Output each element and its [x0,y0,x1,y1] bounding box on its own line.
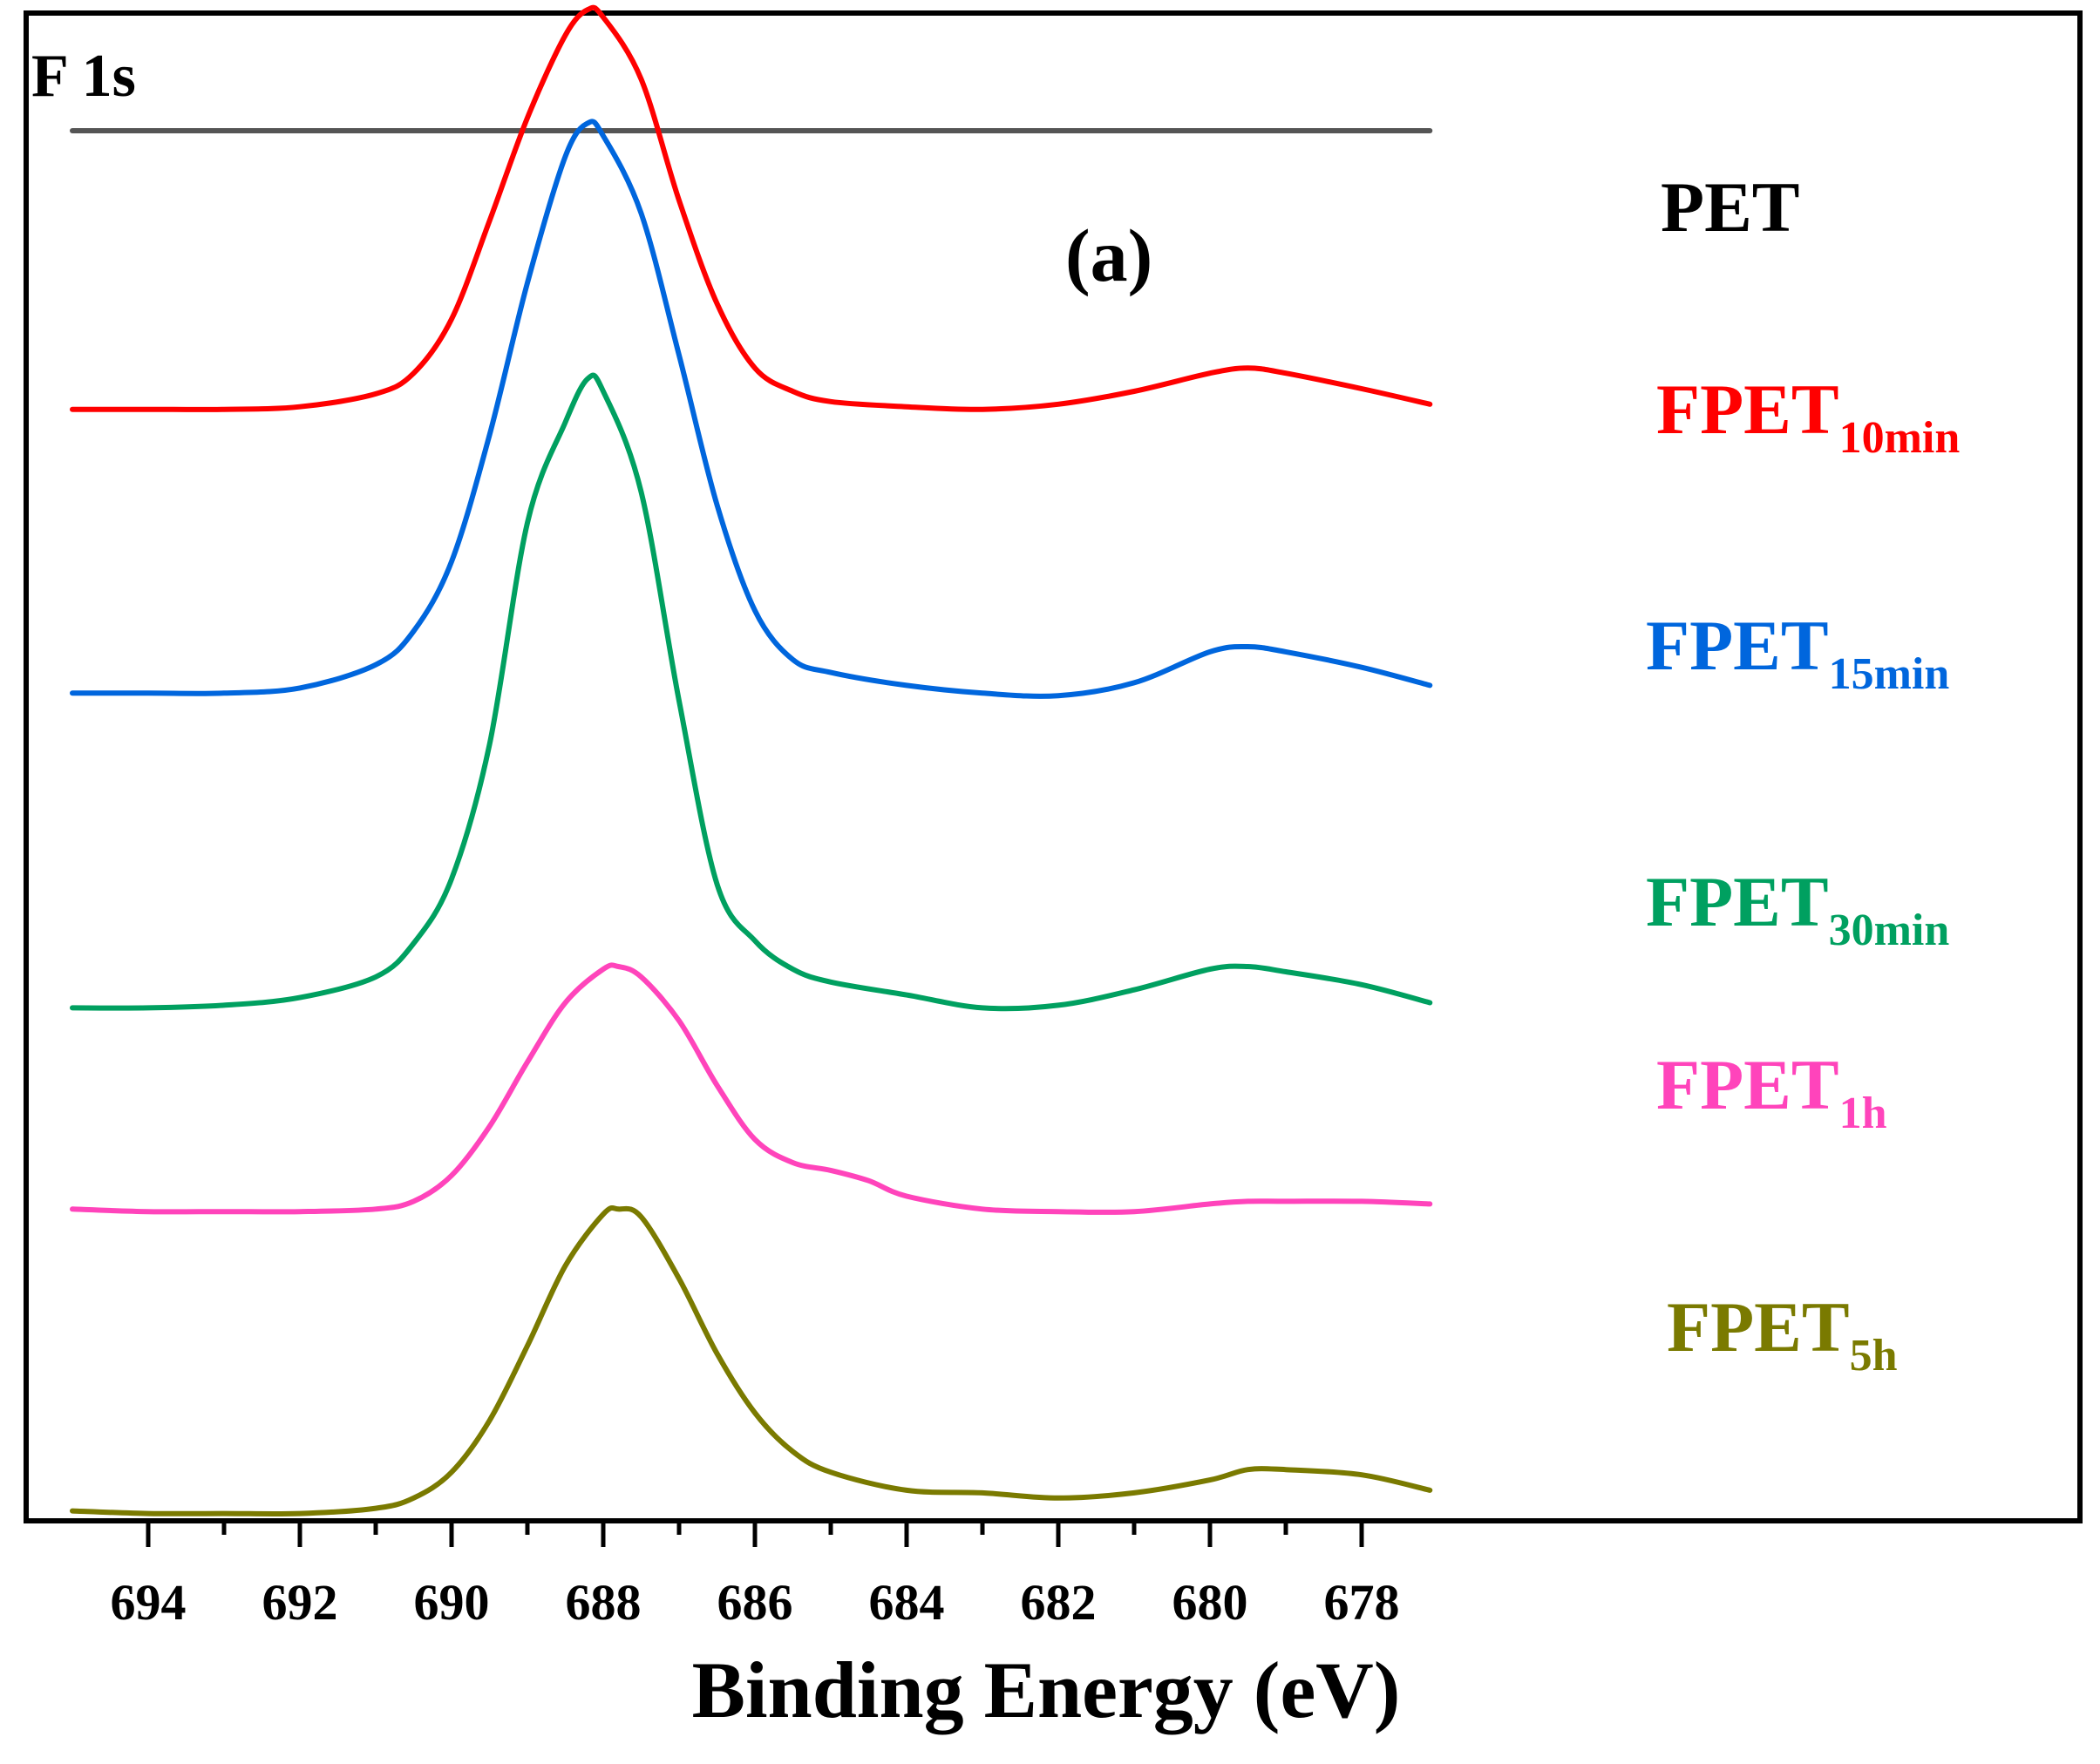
series-label-main: FPET [1656,1045,1839,1124]
x-tick-label: 680 [1172,1574,1248,1631]
series-label-sub: 1h [1839,1089,1887,1138]
series-label-sub: 10min [1839,413,1961,463]
series-line-fpet5h [70,1204,1433,1516]
series-line-fpet10min [70,4,1433,412]
series-label-main: FPET [1646,862,1829,941]
plot-frame [24,10,2083,1523]
series-line-fpet30min [70,372,1433,1012]
x-tick-label: 688 [566,1574,642,1631]
x-tick-label: 694 [111,1574,187,1631]
x-minor-ticks [221,1521,1288,1535]
series-label-sub: 30min [1829,906,1950,955]
x-tick-label: 682 [1021,1574,1097,1631]
x-tick-label: 684 [869,1574,945,1631]
series-line-fpet15min [70,119,1433,699]
x-tick-label: 686 [717,1574,793,1631]
x-tick-labels: 694 692 690 688 686 684 682 680 678 [111,1574,1400,1631]
series-label-fpet30min: FPET30min [1646,862,1949,955]
series-label-sub: 15min [1829,649,1950,699]
series-label-fpet15min: FPET15min [1646,606,1949,699]
series-label-fpet5h: FPET5h [1667,1287,1898,1381]
x-tick-label: 692 [262,1574,338,1631]
series-line-fpet1h [70,962,1433,1215]
x-tick-label: 690 [414,1574,490,1631]
series-label-sub: 5h [1850,1331,1898,1381]
series-label-main: FPET [1656,370,1839,449]
series-labels: PETFPET10minFPET15minFPET30minFPET1hFPET… [1646,167,1960,1381]
series-label-main: FPET [1646,606,1829,685]
corner-label: F 1s [31,43,136,110]
panel-label: (a) [1065,214,1152,297]
series-label-fpet1h: FPET1h [1656,1045,1887,1138]
series-label-main: PET [1661,167,1799,247]
series-label-fpet10min: FPET10min [1656,370,1960,463]
series-label-main: FPET [1667,1287,1850,1367]
x-axis-title: Binding Energy (eV) [692,1645,1401,1734]
series-label-pet: PET [1661,167,1799,247]
x-tick-label: 678 [1324,1574,1400,1631]
x-major-ticks [146,1521,1364,1547]
series-lines [70,4,1433,1516]
